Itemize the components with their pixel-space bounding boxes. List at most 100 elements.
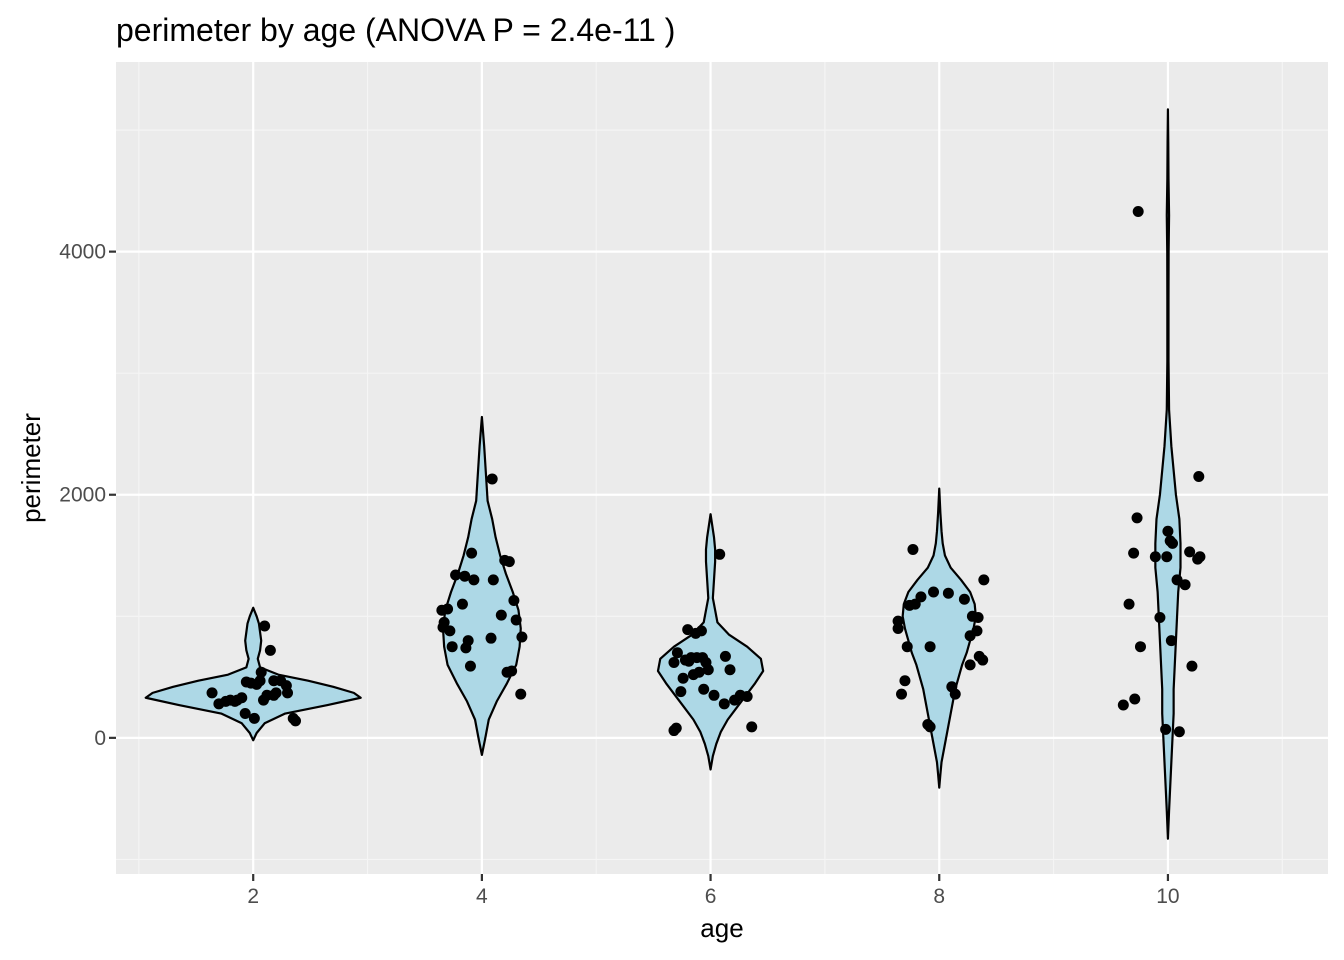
data-point-age-6 [671,647,683,659]
data-point-age-2 [259,620,271,632]
data-point-age-4 [503,556,515,568]
data-point-age-10 [1171,574,1183,586]
data-point-age-4 [515,688,527,700]
data-point-age-4 [468,574,480,586]
data-point-age-6 [702,664,714,676]
data-point-age-2 [254,675,266,687]
data-point-age-6 [677,672,689,684]
data-point-age-6 [714,548,726,560]
data-point-age-4 [506,665,518,677]
plot-panel [116,62,1328,874]
data-point-age-4 [438,616,450,628]
y-tick-label-0: 0 [94,727,106,750]
violin-age-6 [656,513,765,771]
data-point-age-8 [924,641,936,653]
data-point-age-2 [290,715,302,727]
data-point-age-10 [1186,660,1198,672]
data-point-age-10 [1132,206,1144,218]
data-point-age-10 [1131,512,1143,524]
data-point-age-6 [695,625,707,637]
x-tick-label-10: 10 [1156,885,1179,908]
data-point-age-8 [915,591,927,603]
data-point-age-6 [746,721,758,733]
data-point-age-8 [978,574,990,586]
data-point-age-8 [892,615,904,627]
data-point-age-8 [896,688,908,700]
data-point-age-4 [459,570,471,582]
data-point-age-4 [446,641,458,653]
x-axis-title: age [700,913,743,943]
x-tick-label-2: 2 [247,885,259,908]
data-point-age-8 [971,625,983,637]
data-point-age-10 [1149,551,1161,563]
data-point-age-2 [248,712,260,724]
data-point-age-4 [450,569,462,581]
data-point-age-4 [466,547,478,559]
data-point-age-4 [444,625,456,637]
data-point-age-6 [719,650,731,662]
data-point-age-4 [485,632,497,644]
data-point-age-6 [741,691,753,703]
data-point-age-10 [1179,579,1191,591]
data-point-age-2 [236,692,248,704]
data-point-age-2 [239,708,251,720]
data-point-age-10 [1123,598,1135,610]
violin-age-2 [144,606,362,742]
data-point-age-10 [1167,537,1178,549]
data-point-age-6 [670,722,682,734]
data-point-age-8 [907,543,919,555]
data-point-age-10 [1173,726,1185,738]
data-point-age-8 [964,659,976,671]
data-point-age-6 [718,698,730,710]
data-point-age-6 [693,666,705,678]
data-point-age-4 [462,635,474,647]
data-point-age-8 [899,675,911,687]
y-tick-label-2000: 2000 [59,484,106,507]
data-point-age-2 [282,687,294,699]
data-point-age-8 [958,593,970,605]
y-tick-label-4000: 4000 [59,241,106,264]
data-point-age-10 [1184,546,1196,558]
data-point-age-8 [949,688,961,700]
x-tick-label-4: 4 [476,885,488,908]
data-point-age-2 [270,687,282,699]
data-point-age-10 [1161,551,1173,563]
data-point-age-10 [1160,723,1172,735]
data-point-age-4 [456,598,468,610]
x-tick-label-8: 8 [933,885,945,908]
x-tick-label-6: 6 [705,885,717,908]
data-point-age-4 [495,609,507,621]
data-point-age-6 [708,689,720,701]
data-point-age-4 [442,603,454,615]
data-point-age-8 [924,721,936,733]
axes: 0 2000 4000 2 4 6 8 10 [59,241,1179,908]
data-point-age-10 [1165,635,1177,647]
data-point-age-10 [1129,693,1141,705]
data-point-age-6 [698,683,710,695]
data-point-age-2 [264,644,276,656]
data-point-age-6 [668,656,680,668]
data-point-age-8 [977,654,989,666]
y-axis-title: perimeter [16,413,46,523]
data-point-age-8 [972,612,984,624]
data-point-age-10 [1134,641,1146,653]
data-point-age-10 [1162,525,1174,537]
data-point-age-8 [901,641,913,653]
data-point-age-8 [928,586,940,598]
data-point-age-6 [675,686,687,698]
data-point-age-10 [1128,547,1140,559]
data-point-age-4 [486,473,498,485]
data-point-age-4 [508,595,520,606]
data-point-age-2 [255,666,267,678]
data-point-age-4 [516,631,528,643]
data-point-age-10 [1154,612,1166,624]
chart-title: perimeter by age (ANOVA P = 2.4e-11 ) [116,12,675,48]
data-points [206,206,1206,738]
violin-age-4 [441,415,522,756]
violins [144,108,1182,840]
data-point-age-6 [724,664,736,676]
data-point-age-8 [942,587,954,599]
data-point-age-10 [1117,699,1129,711]
data-point-age-4 [510,614,522,626]
